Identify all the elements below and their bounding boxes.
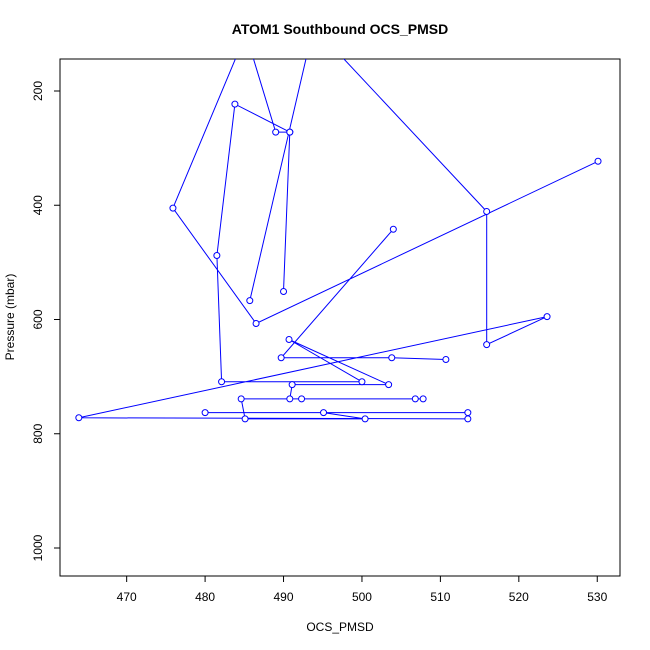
data-point (594, 157, 602, 165)
y-tick-label: 600 (31, 309, 45, 329)
x-tick-label: 520 (509, 590, 529, 604)
data-point (213, 252, 221, 260)
data-point (385, 381, 393, 389)
data-point (298, 395, 306, 403)
data-point (361, 415, 369, 423)
data-point (464, 409, 472, 417)
data-point (231, 100, 239, 108)
data-point (237, 395, 245, 403)
data-point (483, 341, 491, 349)
data-point (320, 409, 328, 417)
x-tick-label: 490 (274, 590, 294, 604)
data-point (543, 313, 551, 321)
y-tick-label: 1000 (31, 534, 45, 561)
x-tick-label: 530 (587, 590, 607, 604)
y-axis-label: Pressure (mbar) (3, 274, 17, 361)
data-point (252, 319, 260, 327)
data-point (246, 297, 254, 305)
data-point (218, 378, 226, 386)
x-tick-label: 470 (117, 590, 137, 604)
data-point (286, 128, 294, 136)
plot-frame (59, 58, 621, 577)
data-point (241, 415, 249, 423)
chart-title: ATOM1 Southbound OCS_PMSD (232, 21, 448, 37)
plot-area (75, 59, 602, 423)
x-tick-label: 500 (352, 590, 372, 604)
data-point (442, 355, 450, 363)
x-tick-label: 510 (430, 590, 450, 604)
data-point (285, 335, 293, 343)
data-point (288, 381, 296, 389)
y-tick-label: 800 (31, 423, 45, 443)
data-point (358, 378, 366, 386)
data-point (277, 354, 285, 362)
y-tick-label: 200 (31, 81, 45, 101)
series-line (78, 59, 599, 420)
data-point (169, 204, 177, 212)
data-point (464, 415, 472, 423)
data-point (201, 409, 209, 417)
data-point (483, 208, 491, 216)
data-point (389, 225, 397, 233)
y-tick-label: 400 (31, 195, 45, 215)
data-point (388, 354, 396, 362)
data-point (411, 395, 419, 403)
x-tick-label: 480 (195, 590, 215, 604)
data-point (272, 128, 280, 136)
data-point (419, 395, 427, 403)
x-axis-label: OCS_PMSD (306, 620, 374, 634)
data-point (286, 395, 294, 403)
data-point (280, 288, 288, 296)
data-point (75, 414, 83, 422)
